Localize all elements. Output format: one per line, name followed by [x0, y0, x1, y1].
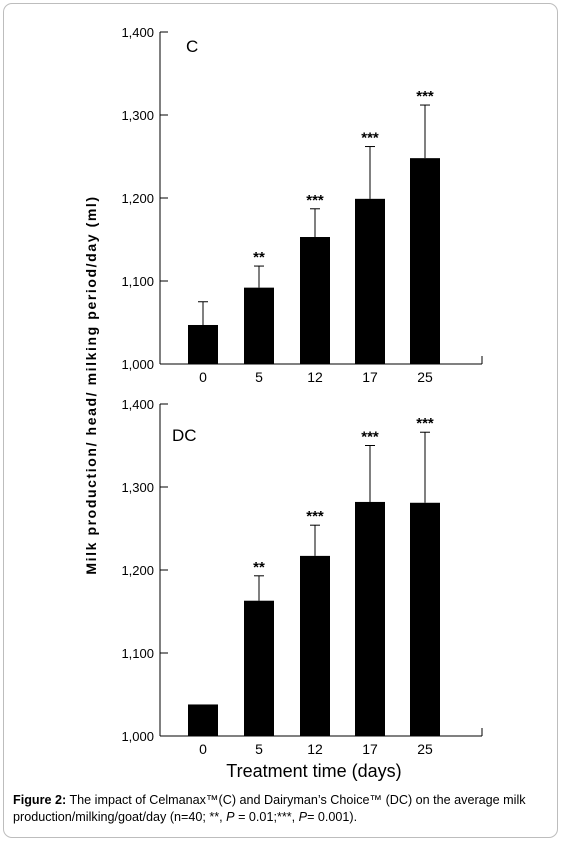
- panel-2-x-tick-label: 12: [307, 741, 323, 757]
- panel-1-bar: [188, 324, 218, 364]
- panel-2-significance-marker: ***: [306, 508, 324, 525]
- panel-1-y-tick-label: 1,100: [121, 274, 154, 289]
- panel-1-x-tick-label: 12: [307, 369, 323, 385]
- panel-2-y-tick-label: 1,100: [121, 646, 154, 661]
- panel-2-y-tick-label: 1,000: [121, 729, 154, 744]
- panel-1-bar: [410, 158, 440, 364]
- caption-text-1: The impact of Celmanax™(C) and Dairyman’…: [13, 793, 526, 824]
- panel-1-x-tick-label: 17: [362, 369, 378, 385]
- caption-label: Figure 2:: [13, 793, 67, 807]
- panel-1-significance-marker: ***: [416, 88, 434, 105]
- panel-2-x-tick-label: 0: [199, 741, 207, 757]
- panel-1-x-tick-label: 0: [199, 369, 207, 385]
- panel-2-bar: [188, 704, 218, 736]
- panel-1-panel-label: C: [186, 37, 198, 56]
- panel-1-y-tick-label: 1,000: [121, 357, 154, 372]
- caption-p-value-1: P: [226, 810, 235, 824]
- panel-1-y-tick-label: 1,300: [121, 108, 154, 123]
- panel-1-bar: [355, 198, 385, 364]
- panel-2-significance-marker: ***: [361, 429, 379, 446]
- figure-frame: [3, 3, 558, 838]
- panel-1-x-tick-label: 25: [417, 369, 433, 385]
- panel-2-significance-marker: ***: [416, 415, 434, 432]
- panel-1-x-tick-label: 5: [255, 369, 263, 385]
- panel-2-significance-marker: **: [253, 559, 265, 576]
- bar-chart-figure: Milk production/ head/ milking period/da…: [83, 25, 483, 781]
- panel-2-y-tick-label: 1,400: [121, 397, 154, 412]
- panel-2-bar: [410, 502, 440, 736]
- panel-1-bar: [244, 287, 274, 364]
- y-axis-title: Milk production/ head/ milking period/da…: [83, 195, 99, 574]
- panel-1-significance-marker: ***: [306, 192, 324, 209]
- panel-1-y-tick-label: 1,200: [121, 191, 154, 206]
- panel-2-bar: [300, 555, 330, 736]
- panel-2-x-tick-label: 17: [362, 741, 378, 757]
- panel-1-y-tick-label: 1,400: [121, 25, 154, 40]
- panel-2-panel-label: DC: [172, 426, 197, 445]
- panel-2-bar: [355, 501, 385, 736]
- panel-2-x-tick-label: 25: [417, 741, 433, 757]
- panel-2-y-tick-label: 1,200: [121, 563, 154, 578]
- panel-2-y-tick-label: 1,300: [121, 480, 154, 495]
- x-axis-title: Treatment time (days): [226, 761, 401, 781]
- caption-text-2: = 0.01;***,: [234, 810, 299, 824]
- panel-2-x-tick-label: 5: [255, 741, 263, 757]
- caption-p-value-2: P: [298, 810, 308, 824]
- panel-1-bar: [300, 237, 330, 364]
- panel-1-significance-marker: **: [253, 249, 265, 266]
- panel-1-significance-marker: ***: [361, 130, 379, 147]
- figure-caption: Figure 2: The impact of Celmanax™(C) and…: [13, 792, 553, 826]
- caption-text-3: = 0.001).: [307, 810, 358, 824]
- panel-2-bar: [244, 600, 274, 736]
